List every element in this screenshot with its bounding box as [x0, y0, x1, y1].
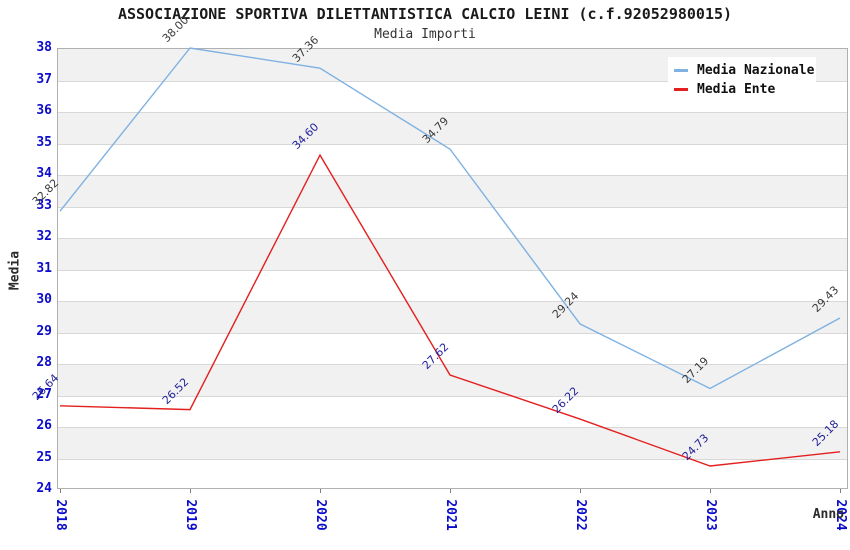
y-tick-label: 24	[36, 481, 52, 496]
x-tick-label: 2020	[313, 499, 328, 531]
plot-band	[58, 301, 847, 333]
gridline	[58, 301, 847, 302]
chart-title: ASSOCIAZIONE SPORTIVA DILETTANTISTICA CA…	[117, 5, 733, 23]
plot-band	[58, 175, 847, 207]
gridline	[58, 112, 847, 113]
gridline	[58, 459, 847, 460]
legend: Media Nazionale Media Ente	[668, 57, 816, 103]
x-tick-label: 2022	[573, 499, 588, 531]
legend-label: Media Nazionale	[697, 63, 815, 78]
x-tick-mark	[60, 489, 61, 493]
gridline	[58, 333, 847, 334]
chart-subtitle: Media Importi	[374, 27, 476, 42]
y-tick-label: 27	[36, 386, 52, 402]
legend-item: Media Ente	[674, 80, 816, 99]
y-tick-label: 37	[36, 71, 52, 87]
plot-band	[58, 238, 847, 270]
y-tick-label: 33	[36, 197, 52, 213]
gridline	[58, 175, 847, 176]
x-tick-label: 2021	[443, 499, 458, 531]
y-tick-label: 32	[36, 229, 52, 244]
y-tick-label: 29	[36, 323, 52, 339]
gridline	[58, 144, 847, 145]
legend-label: Media Ente	[697, 82, 776, 97]
plot-band	[58, 112, 847, 144]
plot-area	[57, 48, 848, 489]
legend-item: Media Nazionale	[674, 61, 816, 80]
gridline	[58, 364, 847, 365]
x-tick-mark	[320, 489, 321, 493]
y-tick-label: 25	[36, 449, 52, 465]
plot-band	[58, 427, 847, 459]
x-axis-title: Anno	[812, 507, 844, 522]
gridline	[58, 270, 847, 271]
gridline	[58, 207, 847, 208]
x-tick-label: 2018	[53, 499, 68, 531]
y-tick-label: 35	[36, 134, 52, 150]
x-tick-label: 2023	[703, 499, 718, 531]
y-tick-label: 31	[36, 260, 52, 276]
x-tick-mark	[710, 489, 711, 493]
y-tick-label: 34	[36, 166, 52, 181]
y-tick-label: 26	[36, 418, 52, 433]
legend-line-swatch	[674, 69, 688, 72]
y-axis-title: Media	[7, 250, 23, 291]
x-tick-mark	[190, 489, 191, 493]
x-tick-label: 2019	[183, 499, 198, 531]
x-tick-mark	[450, 489, 451, 493]
y-tick-label: 36	[36, 103, 52, 118]
gridline	[58, 427, 847, 428]
legend-line-swatch	[674, 88, 688, 91]
x-tick-mark	[840, 489, 841, 493]
y-tick-label: 30	[36, 292, 52, 307]
y-tick-label: 28	[36, 355, 52, 370]
x-tick-mark	[580, 489, 581, 493]
y-tick-label: 38	[36, 40, 52, 55]
gridline	[58, 238, 847, 239]
